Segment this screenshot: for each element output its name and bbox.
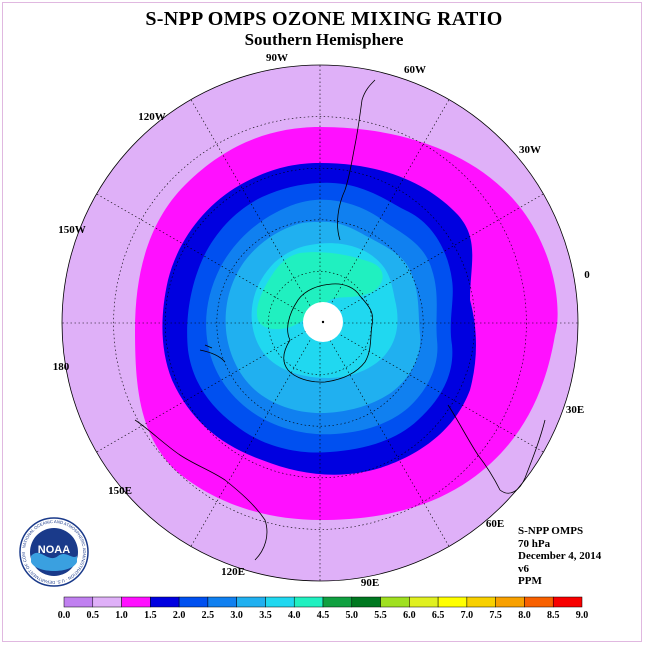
- colorbar-segment: [150, 596, 180, 608]
- colorbar-tick-label: 8.5: [547, 610, 560, 621]
- meridian-line: [319, 193, 544, 324]
- colorbar-tick-label: 5.5: [374, 610, 387, 621]
- colorbar-segment: [265, 596, 295, 608]
- longitude-label: 180: [53, 361, 70, 373]
- colorbar-segment: [92, 596, 122, 608]
- colorbar-segment: [524, 596, 554, 608]
- colorbar-tick-label: 1.5: [144, 610, 157, 621]
- australia-outline: [134, 419, 268, 561]
- colorbar-segment: [495, 596, 525, 608]
- colorbar-segment: [63, 596, 94, 608]
- colorbar-tick-label: 2.5: [202, 610, 215, 621]
- longitude-label: 90W: [266, 52, 288, 64]
- meridian-line: [96, 322, 321, 453]
- colorbar-tick-label: 3.5: [259, 610, 272, 621]
- colorbar-segment: [437, 596, 468, 608]
- figure-frame: [2, 2, 642, 642]
- longitude-label: 30E: [566, 404, 584, 416]
- colorbar-segment: [207, 596, 237, 608]
- colorbar-tick-label: 6.5: [432, 610, 445, 621]
- longitude-label: 60E: [486, 518, 504, 530]
- colorbar-segment: [178, 596, 209, 608]
- info-instrument: S-NPP OMPS: [518, 525, 584, 537]
- new-zealand-outline: [199, 344, 226, 363]
- longitude-label: 150E: [108, 485, 132, 497]
- colorbar-tick-label: 8.0: [518, 610, 531, 621]
- latitude-circle: [268, 271, 372, 375]
- svg-text:NOAA: NOAA: [38, 544, 70, 556]
- colorbar-segment: [236, 596, 266, 608]
- colorbar: 0.0 0.5 1.0 1.5 2.0 2.5 3.0 3.5 4.0 4.5 5.0 5.5 6.0 6…: [58, 596, 589, 621]
- colorbar-segment: [121, 596, 151, 608]
- south-america-outline: [337, 79, 376, 241]
- longitude-label: 60W: [404, 64, 426, 76]
- colorbar-tick-label: 6.0: [403, 610, 416, 621]
- meridian-line: [190, 322, 321, 547]
- pole-point: [321, 320, 325, 324]
- colorbar-segment: [293, 596, 324, 608]
- colorbar-tick-label: 0.5: [87, 610, 100, 621]
- colorbar-tick-label: 4.5: [317, 610, 330, 621]
- colorbar-tick-label: 0.0: [58, 610, 71, 621]
- meridian-line: [319, 322, 450, 547]
- info-panel: S-NPP OMPS 70 hPa December 4, 2014 v6 PP…: [518, 525, 601, 588]
- longitude-label: 0: [584, 269, 590, 281]
- colorbar-segment: [466, 596, 496, 608]
- meridian-line: [319, 99, 450, 324]
- colorbar-tick-label: 4.0: [288, 610, 301, 621]
- noaa-logo: NOAA NATIONAL OCEANIC AND ATMOSPHERIC AD…: [18, 516, 89, 587]
- colorbar-tick-label: 5.0: [346, 610, 359, 621]
- colorbar-segment: [351, 596, 381, 608]
- meridian-line: [190, 99, 321, 324]
- longitude-label: 120W: [138, 111, 166, 123]
- meridian-line: [319, 322, 544, 453]
- longitude-label: 120E: [221, 566, 245, 578]
- colorbar-segment: [552, 596, 583, 608]
- info-date: December 4, 2014: [518, 550, 602, 562]
- colorbar-segment: [322, 596, 353, 608]
- colorbar-tick-label: 9.0: [576, 610, 589, 621]
- latitude-circle: [216, 219, 424, 427]
- colorbar-tick-label: 1.0: [115, 610, 128, 621]
- colorbar-tick-label: 7.5: [489, 610, 502, 621]
- colorbar-segment: [409, 596, 439, 608]
- latitude-circle: [113, 116, 527, 530]
- info-level: 70 hPa: [518, 537, 551, 550]
- colorbar-segment: [380, 596, 410, 608]
- colorbar-tick-label: 2.0: [173, 610, 186, 621]
- graticule: [62, 65, 578, 581]
- info-units: PPM: [518, 575, 542, 587]
- antarctica-outline: [283, 283, 374, 383]
- meridian-line: [96, 193, 321, 324]
- longitude-labels: 90W 60W 120W 30W 150W 0 180 30E 150E 60E 120E 90E: [53, 52, 591, 589]
- longitude-label: 30W: [519, 144, 541, 156]
- colorbar-tick-label: 3.0: [230, 610, 243, 621]
- longitude-label: 90E: [361, 577, 379, 589]
- latitude-circle: [164, 167, 476, 479]
- info-version: v6: [518, 562, 529, 575]
- africa-outline: [447, 404, 546, 494]
- map-title: S-NPP OMPS OZONE MIXING RATIO: [145, 8, 503, 30]
- colorbar-tick-label: 7.0: [461, 610, 474, 621]
- longitude-label: 150W: [58, 224, 86, 236]
- map-subtitle: Southern Hemisphere: [244, 30, 404, 49]
